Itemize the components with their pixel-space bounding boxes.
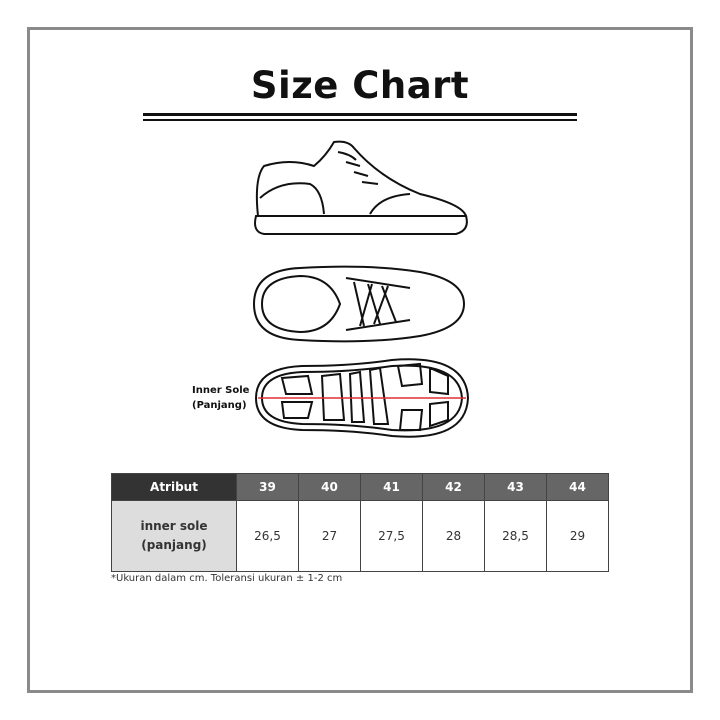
header-cell: 42 — [422, 473, 485, 501]
value-cell: 28 — [422, 500, 485, 572]
shoe-sole-illustration — [254, 358, 470, 438]
row-label-cell: inner sole (panjang) — [111, 500, 237, 572]
page-title: Size Chart — [250, 64, 470, 107]
value-cell: 26,5 — [236, 500, 299, 572]
table-header-row: Atribut 39 40 41 42 43 44 — [111, 473, 609, 501]
shoe-side-view-illustration — [254, 140, 468, 235]
size-table: Atribut 39 40 41 42 43 44 inner sole (pa… — [111, 473, 609, 572]
header-cell: 43 — [484, 473, 547, 501]
value-cell: 27 — [298, 500, 361, 572]
header-cell: Atribut — [111, 473, 237, 501]
header-cell: 40 — [298, 473, 361, 501]
value-cell: 27,5 — [360, 500, 423, 572]
row-label-line-1: inner sole — [140, 519, 208, 533]
row-label-line-2: (panjang) — [141, 538, 207, 552]
value-cell: 29 — [546, 500, 609, 572]
table-row: inner sole (panjang) 26,5 27 27,5 28 28,… — [111, 500, 609, 572]
header-cell: 39 — [236, 473, 299, 501]
value-cell: 28,5 — [484, 500, 547, 572]
inner-sole-label: Inner Sole (Panjang) — [192, 383, 249, 413]
header-cell: 44 — [546, 473, 609, 501]
header-cell: 41 — [360, 473, 423, 501]
sole-label-line-2: (Panjang) — [192, 400, 247, 411]
title-divider — [143, 113, 577, 116]
size-note: *Ukuran dalam cm. Toleransi ukuran ± 1-2… — [111, 573, 343, 584]
page-frame — [27, 27, 693, 693]
sole-label-line-1: Inner Sole — [192, 385, 250, 396]
title-divider-thin — [143, 119, 577, 121]
shoe-top-view-illustration — [252, 265, 466, 343]
